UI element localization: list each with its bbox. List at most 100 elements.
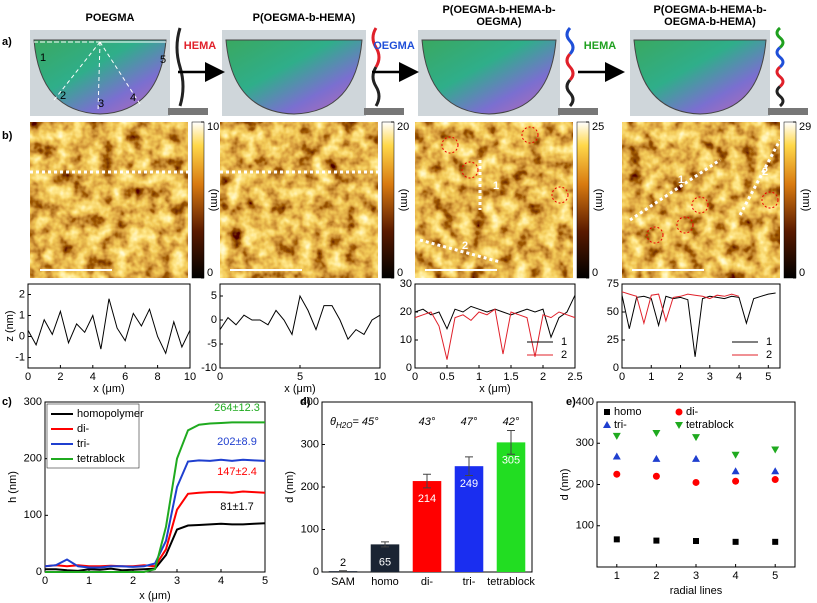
error-bar — [465, 456, 473, 477]
x-tick-label: 4 — [218, 575, 224, 587]
y-tick-label: 0 — [313, 566, 319, 578]
x-axis-label: x (μm) — [479, 383, 510, 395]
y-tick-label: 30 — [400, 278, 412, 290]
dashed-line — [629, 158, 721, 222]
y-tick-label: 300 — [24, 396, 42, 408]
panel-label: a) — [2, 36, 12, 48]
x-tick-label: 5 — [297, 371, 303, 383]
value-label: 2 — [340, 557, 346, 569]
y-tick-label: 0 — [36, 566, 42, 578]
y-tick-label: 50 — [607, 306, 619, 318]
x-axis-label: x (μm) — [284, 383, 315, 395]
photo-title: OEGMA) — [476, 16, 522, 28]
value-label: 65 — [379, 556, 391, 568]
defect-marker — [646, 226, 664, 244]
y-tick-label: 0 — [19, 330, 25, 342]
colorbar-unit: (nm) — [208, 189, 220, 212]
point — [732, 538, 739, 545]
point — [771, 476, 779, 484]
y-tick-label: 100 — [576, 520, 594, 532]
x-tick-label: 0 — [412, 371, 418, 383]
x-tick-label: 2 — [130, 575, 136, 587]
legend-label: tetrablock — [77, 453, 125, 465]
defect-marker — [551, 186, 569, 204]
substrate — [364, 108, 404, 115]
brush-block — [565, 26, 575, 56]
x-tick-label: 5 — [772, 570, 778, 582]
series-line — [621, 292, 776, 357]
line-label: 2 — [60, 90, 66, 102]
y-tick-label: 0 — [406, 362, 412, 374]
x-tick-label: 2 — [677, 371, 683, 383]
point — [612, 432, 621, 440]
plot-frame — [27, 283, 191, 369]
series-line — [414, 294, 576, 339]
y-tick-label: 0 — [211, 314, 217, 326]
series-line — [27, 298, 191, 355]
afm-image — [220, 122, 378, 278]
plot-frame — [414, 283, 576, 369]
bar — [454, 466, 484, 572]
photo-title: POEGMA — [86, 12, 135, 24]
substrate — [168, 108, 208, 115]
wafer — [633, 39, 767, 115]
x-tick-label: 4 — [736, 371, 742, 383]
wafer — [33, 39, 167, 115]
contact-angle: θH2O= 45° — [330, 416, 379, 430]
annotation: 81±1.7 — [220, 501, 254, 513]
x-tick-label: 5 — [765, 371, 771, 383]
point — [652, 472, 660, 480]
colorbar-label: 0 — [397, 267, 403, 279]
legend-label: di- — [686, 406, 699, 418]
x-tick-label: 5 — [262, 575, 268, 587]
error-bar — [507, 429, 515, 455]
dashed-line — [99, 41, 141, 105]
substrate — [768, 108, 808, 115]
dashed-line — [419, 238, 501, 264]
x-tick-label: 0 — [619, 371, 625, 383]
annotation: 147±2.4 — [217, 466, 257, 478]
afm-image — [622, 122, 780, 278]
legend-label: homo — [614, 406, 642, 418]
step-label: HEMA — [184, 40, 216, 52]
colorbar-unit: (nm) — [398, 189, 410, 212]
photo-title: OEGMA-b-HEMA) — [664, 16, 756, 28]
x-tick-label: 2 — [57, 371, 63, 383]
y-tick-label: 5 — [211, 290, 217, 302]
bar — [496, 442, 526, 572]
x-axis-label: x (μm) — [93, 383, 124, 395]
y-tick-label: 25 — [607, 334, 619, 346]
bar — [412, 481, 442, 572]
point — [652, 454, 661, 462]
x-tick-label: 1.5 — [503, 371, 518, 383]
y-tick-label: 200 — [301, 481, 319, 493]
category-label: SAM — [331, 576, 355, 588]
colorbar-label: 10 — [207, 121, 219, 133]
step-label: HEMA — [584, 40, 616, 52]
category-label: tetrablock — [487, 576, 535, 588]
legend-label: tri- — [614, 419, 627, 431]
panel-label: e) — [566, 396, 576, 408]
legend-label: di- — [77, 423, 90, 435]
point — [653, 537, 660, 544]
photo-title: P(OEGMA-b-HEMA-b- — [653, 4, 766, 16]
x-tick-label: 3 — [693, 570, 699, 582]
plot-frame — [621, 283, 781, 369]
legend-marker — [604, 409, 610, 415]
contact-angle: 43° — [419, 416, 436, 428]
panel-label: d) — [300, 396, 311, 408]
category-label: di- — [421, 576, 434, 588]
photo-title: P(OEGMA-b-HEMA) — [253, 12, 356, 24]
y-axis-label: d (nm) — [559, 469, 571, 501]
point — [772, 538, 779, 545]
y-tick-label: -10 — [201, 362, 217, 374]
wafer — [421, 39, 557, 115]
colorbar-label: 20 — [397, 121, 409, 133]
colorbar-unit: (nm) — [593, 189, 605, 212]
colorbar-label: 0 — [592, 267, 598, 279]
x-tick-label: 8 — [155, 371, 161, 383]
y-tick-label: 1 — [19, 309, 25, 321]
series-line — [45, 421, 265, 573]
panel-label: c) — [2, 396, 12, 408]
x-tick-label: 0 — [25, 371, 31, 383]
